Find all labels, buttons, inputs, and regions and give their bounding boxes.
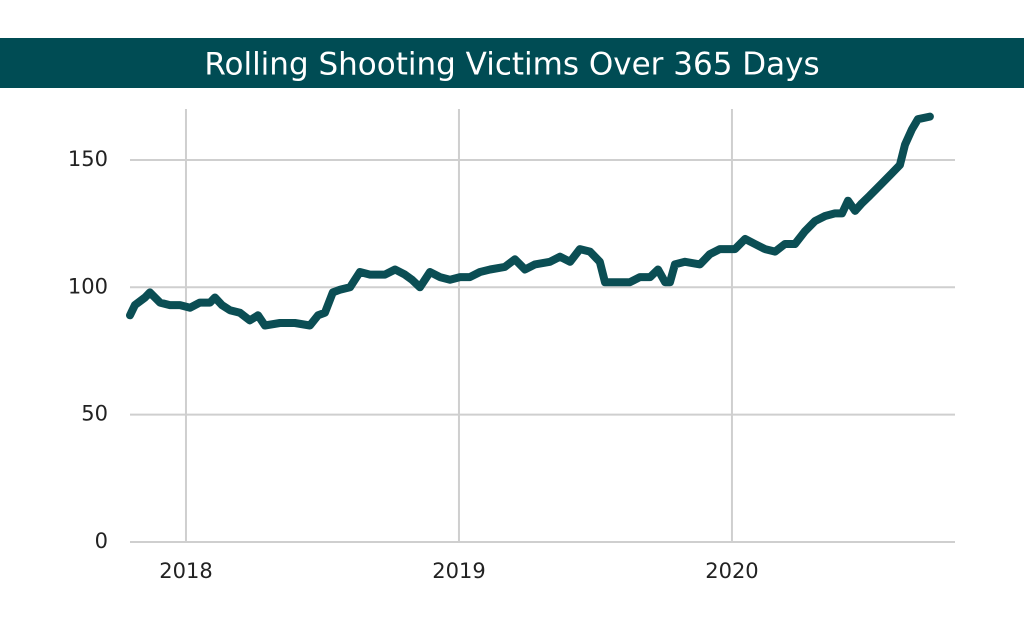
y-tick-label: 50 [81, 402, 108, 426]
x-tick-label: 2019 [432, 559, 485, 583]
x-tick-label: 2018 [159, 559, 212, 583]
x-tick-label: 2020 [705, 559, 758, 583]
title-banner [0, 38, 1024, 88]
y-tick-label: 0 [95, 529, 108, 553]
chart-title: Rolling Shooting Victims Over 365 Days [204, 47, 819, 83]
line [126, 112, 934, 330]
y-tick-label: 150 [68, 147, 108, 171]
y-tick-label: 100 [68, 274, 108, 298]
